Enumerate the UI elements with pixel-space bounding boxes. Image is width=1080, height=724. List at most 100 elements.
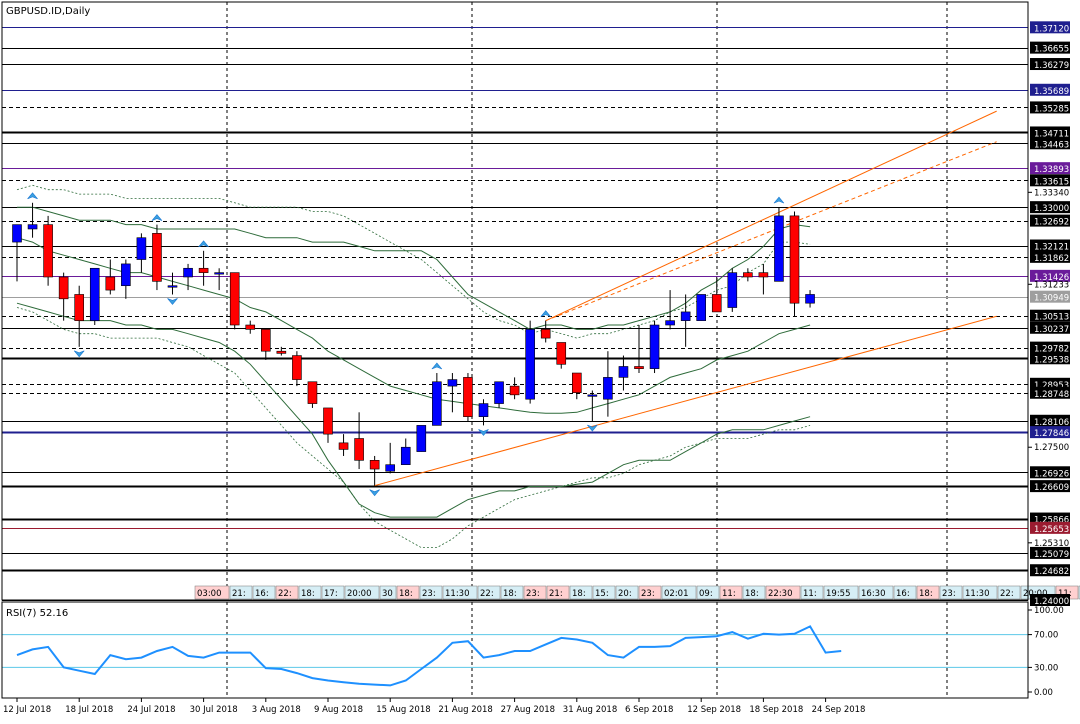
time-label-box-12 — [500, 585, 524, 600]
time-tick-label-7: 21 Aug 2018 — [438, 705, 492, 715]
price-label-box-19 — [1030, 341, 1070, 354]
time-label-24: 11: — [803, 589, 817, 599]
price-label-5: 1.34711 — [1034, 129, 1069, 139]
price-label-0: 1.37120 — [1034, 24, 1069, 34]
candle-body-31 — [494, 381, 504, 404]
time-label-0: 03:00 — [197, 589, 222, 599]
candle-body-15 — [245, 324, 256, 330]
price-axis: 1.37120 1.36655 1.36279 1.35689 1.35285 1.347… — [1028, 21, 1070, 607]
fractal-up-9 — [151, 214, 163, 221]
time-tick-label-10: 6 Sep 2018 — [625, 705, 673, 715]
time-label-1: 21: — [232, 589, 246, 599]
time-label-box-16 — [592, 585, 616, 600]
price-label-27: 1.26609 — [1034, 483, 1069, 493]
price-label-box-20 — [1030, 352, 1070, 365]
candle-body-45 — [711, 294, 722, 313]
time-label-14: 21: — [549, 589, 563, 599]
price-label-32: 1.24682 — [1034, 567, 1069, 577]
price-label-box-24 — [1030, 426, 1070, 439]
candle-body-50 — [789, 215, 800, 304]
time-label-22: 18: — [745, 589, 759, 599]
fractals — [27, 192, 785, 497]
price-label-1: 1.36655 — [1034, 45, 1069, 55]
candle-body-19 — [307, 381, 318, 404]
time-tick-label-2: 24 Jul 2018 — [127, 705, 175, 715]
time-label-18: 23: — [641, 589, 655, 599]
rsi-panel: 100.00 70.00 30.00 0.00 — [2, 606, 1064, 698]
fractal-down-4 — [73, 350, 85, 358]
price-label-2: 1.36279 — [1034, 61, 1069, 71]
time-label-11: 22: — [480, 589, 494, 599]
time-label-3: 22: — [278, 589, 292, 599]
candle-body-21 — [338, 442, 349, 450]
fractal-down-10 — [167, 298, 178, 305]
price-label-21: 1.28953 — [1034, 381, 1069, 391]
price-label-15: 1.31233 — [1034, 280, 1069, 290]
time-tick-label-12: 18 Sep 2018 — [749, 705, 803, 715]
candle-body-47 — [743, 272, 753, 278]
price-label-12: 1.32121 — [1034, 243, 1069, 253]
price-label-box-22 — [1030, 386, 1070, 399]
time-label-box-15 — [569, 585, 593, 600]
time-label-box-21 — [719, 585, 743, 600]
price-label-26: 1.26926 — [1034, 469, 1069, 479]
candle-body-40 — [634, 366, 644, 369]
price-label-box-23 — [1030, 414, 1070, 427]
candle-body-7 — [121, 263, 131, 287]
time-label-23: 22:30 — [768, 589, 793, 599]
time-label-box-30 — [962, 585, 998, 600]
trendline-1 — [545, 110, 997, 322]
vertical-gridlines — [226, 2, 948, 698]
price-label-19: 1.29782 — [1034, 345, 1069, 355]
price-label-box-28 — [1030, 512, 1070, 525]
time-labels-strip: 03:00 21: 16: 22: 18: 17: 20:00 30 18: 23: 11:30 22… — [194, 585, 1080, 600]
fractal-down-37 — [587, 424, 598, 432]
time-label-box-1 — [229, 585, 253, 600]
lower-band-line — [16, 302, 811, 518]
time-tick-label-3: 30 Jul 2018 — [190, 705, 238, 715]
time-label-box-17 — [615, 585, 639, 600]
time-tick-label-5: 9 Aug 2018 — [314, 705, 363, 715]
time-label-box-23 — [765, 585, 801, 600]
price-label-22: 1.28748 — [1034, 390, 1069, 400]
candle-body-35 — [556, 342, 567, 365]
bollinger-bands — [16, 206, 811, 518]
time-label-box-14 — [546, 585, 570, 600]
candle-body-14 — [229, 272, 240, 326]
candle-body-38 — [603, 377, 613, 400]
time-label-29: 23: — [942, 589, 956, 599]
price-label-25: 1.27500 — [1034, 443, 1069, 453]
price-label-23: 1.28106 — [1034, 418, 1069, 428]
price-label-box-16 — [1030, 290, 1070, 303]
time-label-box-31 — [997, 585, 1021, 600]
time-tick-label-9: 31 Aug 2018 — [563, 705, 617, 715]
price-label-box-10 — [1030, 201, 1070, 214]
time-tick-label-8: 27 Aug 2018 — [501, 705, 555, 715]
price-label-29: 1.25653 — [1034, 525, 1069, 535]
time-label-21: 11: — [722, 589, 736, 599]
time-label-19: 02:01 — [664, 589, 689, 599]
price-label-4: 1.35285 — [1034, 104, 1069, 114]
time-label-27: 16: — [896, 589, 910, 599]
candle-body-49 — [774, 215, 784, 282]
fractal-down-30 — [478, 429, 489, 436]
time-label-box-3 — [275, 585, 299, 600]
price-label-10: 1.33000 — [1034, 204, 1069, 214]
candle-body-23 — [369, 460, 380, 470]
time-tick-label-1: 18 Jul 2018 — [65, 705, 113, 715]
price-label-box-5 — [1030, 126, 1070, 139]
time-label-box-18 — [638, 585, 662, 600]
envelope-upper-line — [16, 184, 811, 339]
candle-body-9 — [152, 233, 162, 282]
price-label-box-33 — [1030, 594, 1070, 606]
time-tick-label-4: 3 Aug 2018 — [252, 705, 301, 715]
time-label-box-19 — [661, 585, 697, 600]
price-label-16: 1.30949 — [1034, 294, 1069, 304]
price-label-8: 1.33615 — [1034, 177, 1069, 187]
price-label-box-31 — [1030, 546, 1070, 559]
time-label-box-27 — [893, 585, 917, 600]
rsi-tick-label-1: 70.00 — [1034, 631, 1058, 641]
